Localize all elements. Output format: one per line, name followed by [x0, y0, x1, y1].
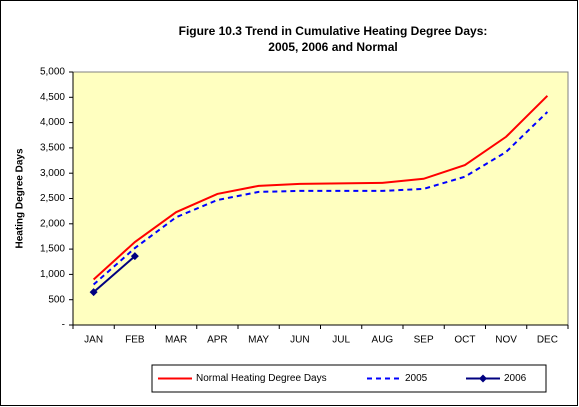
x-tick-label: JAN [84, 335, 103, 346]
x-tick-label: OCT [454, 335, 475, 346]
y-tick-label: 1,000 [40, 269, 65, 280]
plot-area [72, 71, 569, 326]
x-tick-label: NOV [495, 335, 517, 346]
y-tick-label: 5,000 [40, 67, 65, 78]
series-line [92, 111, 549, 286]
y-tick-label: 4,000 [40, 117, 65, 128]
legend-marker [479, 374, 487, 383]
legend-label: 2006 [504, 373, 527, 384]
legend-label: 2005 [405, 373, 428, 384]
y-tick-label: 2,000 [40, 218, 65, 229]
series-line [92, 95, 549, 281]
x-tick-label: MAY [248, 335, 269, 346]
x-tick-label: DEC [537, 335, 558, 346]
x-tick-label: FEB [125, 335, 145, 346]
y-tick-label: 4,500 [40, 92, 65, 103]
x-tick-label: SEP [414, 335, 434, 346]
x-tick-label: APR [207, 335, 228, 346]
y-tick-label: 2,500 [40, 193, 65, 204]
y-tick-label: - [62, 320, 65, 331]
y-tick-label: 3,500 [40, 143, 65, 154]
point-marker [89, 288, 98, 297]
x-tick-label: MAR [165, 335, 187, 346]
y-tick-label: 1,500 [40, 244, 65, 255]
y-tick-label: 3,000 [40, 168, 65, 179]
series-line [92, 255, 136, 293]
x-tick-label: JUL [332, 335, 350, 346]
x-tick-label: AUG [372, 335, 394, 346]
point-marker [130, 252, 139, 261]
y-tick-label: 500 [48, 294, 65, 305]
chart-title: Figure 10.3 Trend in Cumulative Heating … [179, 24, 488, 38]
x-tick-label: JUN [290, 335, 309, 346]
y-axis-title: Heating Degree Days [15, 148, 26, 248]
legend-label: Normal Heating Degree Days [196, 373, 327, 384]
chart-title: 2005, 2006 and Normal [268, 40, 397, 54]
